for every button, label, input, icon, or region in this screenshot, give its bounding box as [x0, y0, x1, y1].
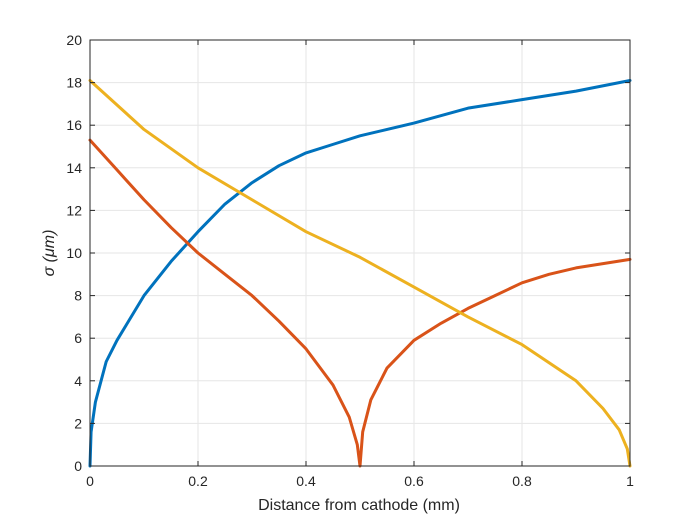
y-tick-label: 10	[66, 245, 82, 261]
series-line-3	[88, 78, 632, 468]
y-tick-label: 8	[74, 288, 82, 304]
y-tick-label: 18	[66, 75, 82, 91]
x-tick-label: 0.6	[404, 473, 424, 489]
x-tick-label: 0.2	[188, 473, 208, 489]
y-tick-label: 0	[74, 458, 82, 474]
y-axis-label: σ (μm)	[41, 230, 58, 277]
y-tick-label: 12	[66, 202, 82, 218]
x-axis-label: Distance from cathode (mm)	[258, 497, 460, 514]
x-tick-label: 1	[626, 473, 634, 489]
y-tick-label: 2	[74, 415, 82, 431]
y-tick-label: 16	[66, 117, 82, 133]
y-tick-label: 6	[74, 330, 82, 346]
x-tick-label: 0.8	[512, 473, 532, 489]
y-tick-label: 20	[66, 32, 82, 48]
y-tick-label: 4	[74, 373, 82, 389]
axes	[89, 39, 631, 467]
series-line-1	[88, 78, 632, 468]
x-tick-label: 0.4	[296, 473, 316, 489]
y-tick-label: 14	[66, 160, 82, 176]
x-tick-label: 0	[86, 473, 94, 489]
